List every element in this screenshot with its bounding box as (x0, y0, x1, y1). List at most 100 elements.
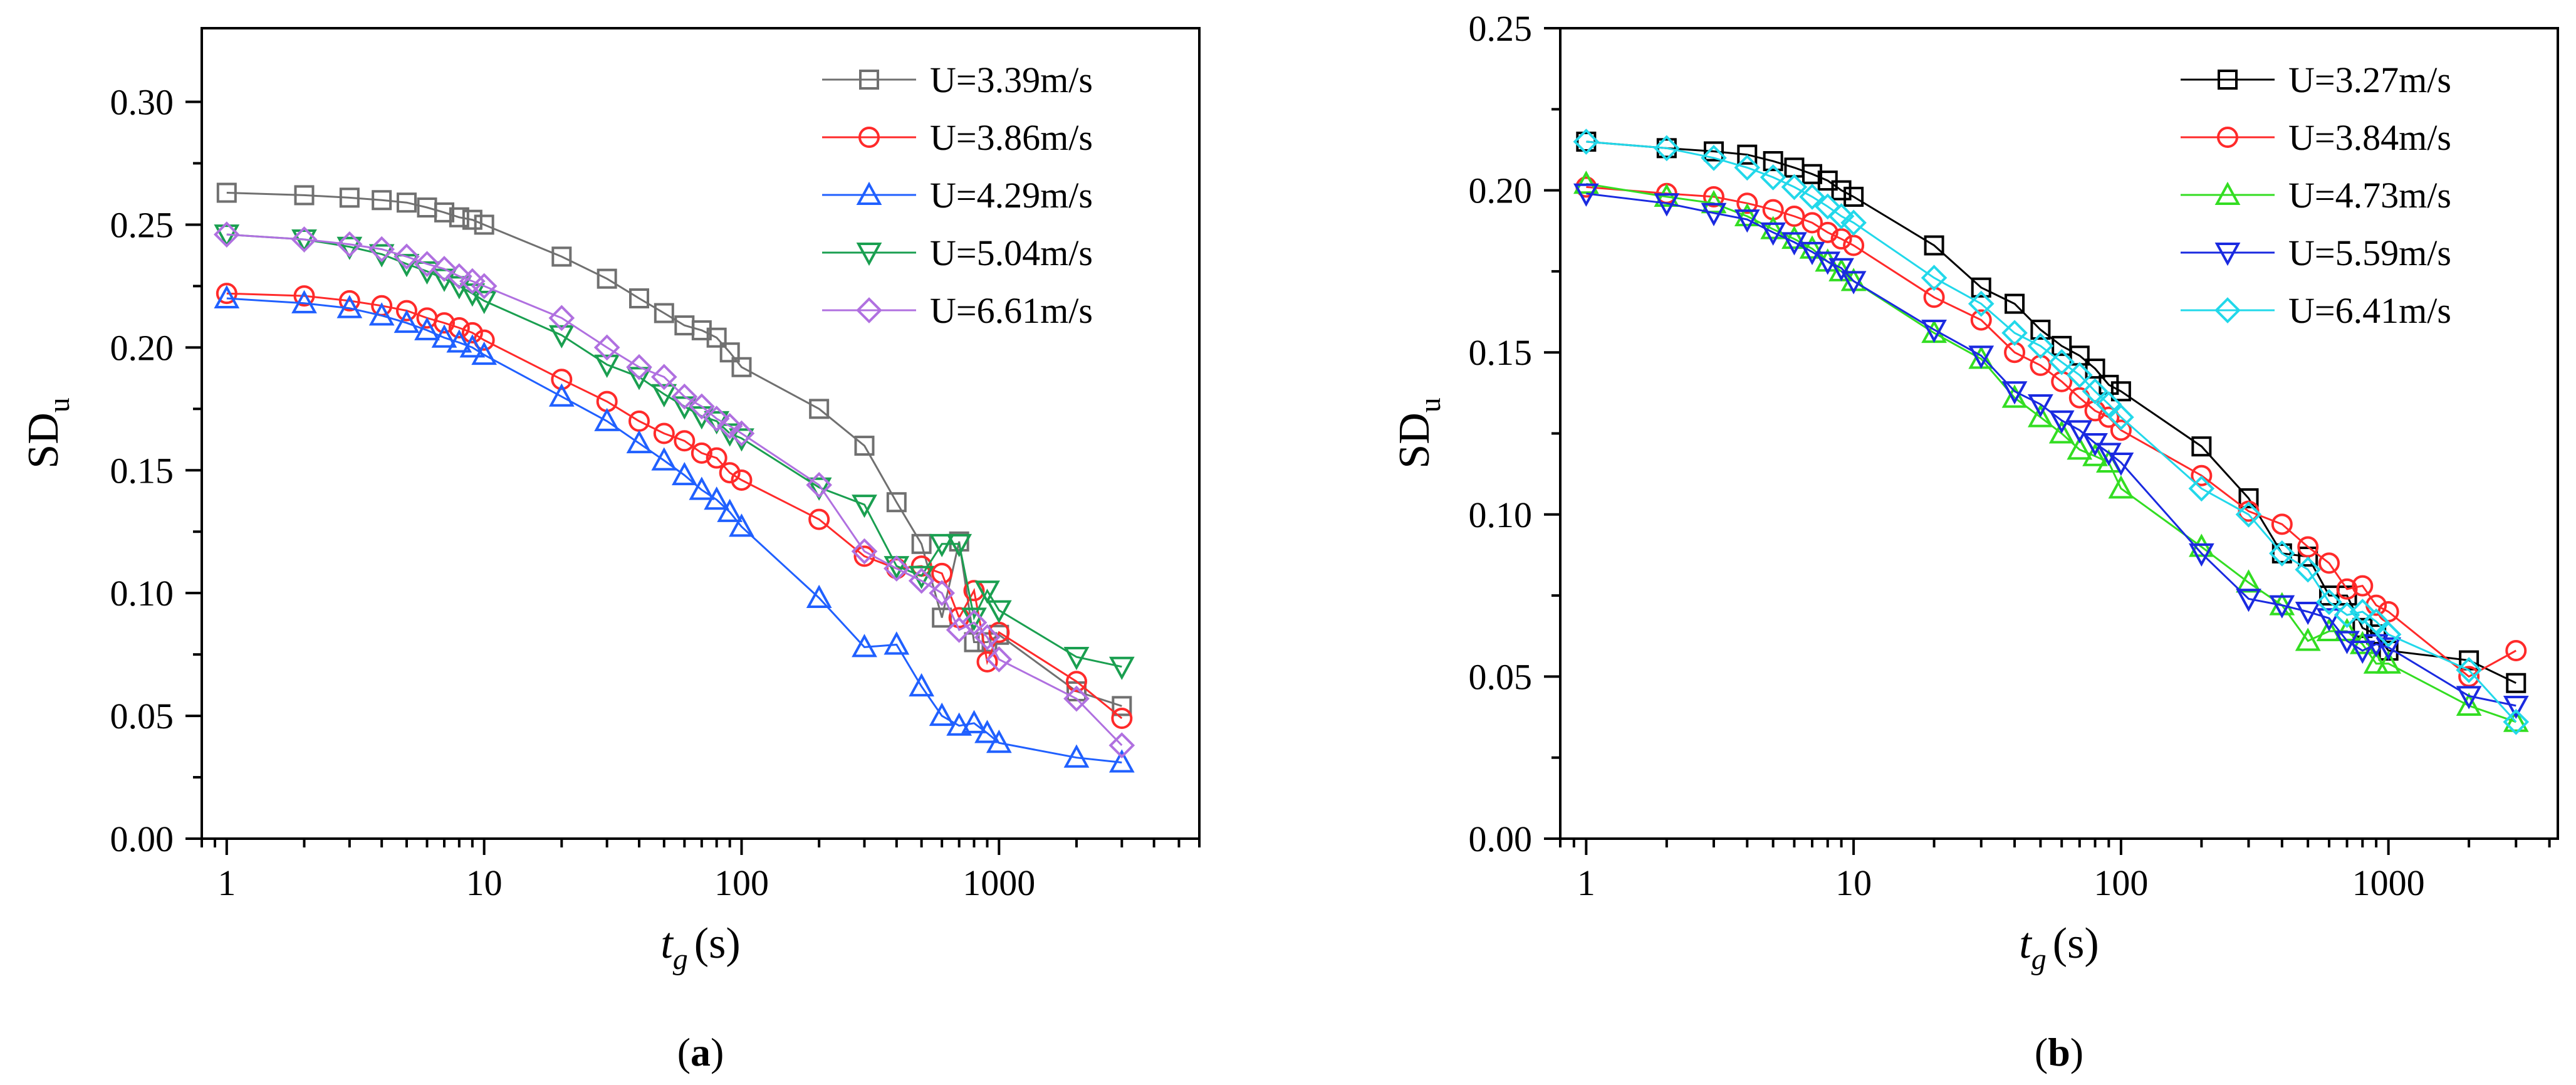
y-tick-label: 0.00 (110, 819, 174, 859)
x-tick-label: 1000 (962, 862, 1035, 903)
data-point (2191, 436, 2212, 457)
x-tick-label: 100 (2094, 862, 2148, 903)
data-point (1654, 193, 1680, 217)
data-point (1734, 202, 1760, 226)
data-point (2095, 391, 2122, 417)
data-point (336, 231, 363, 258)
data-point (1840, 209, 1867, 236)
series-line (1586, 140, 2517, 723)
data-point (671, 461, 697, 486)
data-point (216, 182, 237, 203)
legend-marker (856, 297, 882, 323)
data-point (1653, 135, 1680, 162)
data-point (1760, 164, 1786, 191)
data-point (2191, 464, 2213, 486)
data-point (986, 646, 1013, 673)
data-point (339, 187, 360, 208)
data-point (2236, 589, 2261, 612)
data-point (1828, 258, 1854, 281)
data-point (394, 243, 420, 270)
data-point (434, 312, 456, 334)
data-point (1063, 685, 1090, 712)
series-3 (214, 285, 1135, 773)
data-point (548, 305, 575, 332)
data-point (394, 310, 420, 333)
data-point (2067, 436, 2093, 460)
legend-item: U=3.84m/s (2181, 117, 2451, 158)
data-point (1781, 232, 1807, 256)
legend-marker (2214, 181, 2241, 205)
data-point (2316, 589, 2342, 616)
data-point (986, 600, 1012, 624)
data-point (976, 651, 998, 673)
x-tick-label: 1 (217, 862, 236, 903)
data-point (1701, 145, 1727, 171)
data-point (806, 584, 832, 609)
data-point (653, 422, 675, 444)
data-point (1799, 184, 1825, 210)
x-tick-label: 100 (714, 862, 769, 903)
y-tick-label: 0.25 (1469, 8, 1533, 49)
data-point (548, 383, 575, 407)
data-point (717, 423, 743, 447)
data-point (626, 354, 652, 380)
data-point (2005, 293, 2025, 314)
x-axis-title: tg (s) (2019, 920, 2099, 976)
data-point (459, 283, 486, 307)
data-point (2503, 695, 2529, 720)
data-point (2030, 319, 2051, 340)
data-point (2110, 381, 2131, 402)
legend-item: U=4.29m/s (822, 175, 1093, 216)
data-point (213, 221, 240, 248)
y-tick-label: 0.25 (110, 204, 174, 245)
legend-label: U=3.27m/s (2288, 60, 2451, 100)
series-layer (213, 182, 1135, 773)
data-point (551, 369, 573, 390)
data-point (851, 538, 878, 565)
data-point (448, 317, 470, 339)
legend-item: U=5.04m/s (822, 233, 1093, 273)
data-point (434, 202, 455, 223)
data-point (294, 185, 315, 206)
data-point (1817, 221, 1838, 243)
data-point (2375, 637, 2402, 661)
data-point (883, 555, 910, 582)
legend-item: U=6.41m/s (2181, 290, 2451, 331)
data-point (884, 631, 910, 655)
data-point (886, 492, 907, 513)
data-point (2001, 384, 2028, 408)
data-point (2349, 631, 2375, 654)
data-point (1828, 203, 1855, 229)
data-point (704, 486, 730, 510)
chart-panel-b: 1 10 100 1000 0.00 0.05 0.10 0.15 0.20 0.25 U=3.… (1390, 8, 2559, 1074)
data-point (414, 251, 441, 277)
data-point (446, 263, 472, 290)
data-point (1063, 647, 1090, 671)
data-point (626, 367, 652, 390)
data-point (2363, 650, 2389, 674)
legend-item: U=4.73m/s (2181, 175, 2451, 216)
data-point (396, 192, 417, 213)
data-point (2506, 673, 2526, 693)
data-point (2503, 708, 2530, 735)
data-point (2316, 617, 2342, 641)
data-point (2001, 320, 2028, 346)
data-point (1065, 671, 1087, 693)
data-point (2505, 640, 2527, 662)
data-point (809, 399, 830, 419)
data-point (2188, 475, 2215, 502)
series-2 (216, 283, 1133, 730)
data-point (2295, 556, 2322, 583)
data-point (449, 207, 469, 228)
data-point (946, 712, 973, 736)
y-tick-label: 0.10 (1469, 495, 1533, 535)
data-point (946, 533, 973, 557)
data-point (1703, 186, 1724, 207)
x-tick-label: 1 (1577, 862, 1595, 903)
data-point (691, 442, 712, 464)
data-point (1924, 235, 1944, 256)
data-point (806, 471, 832, 498)
data-point (1112, 696, 1132, 716)
data-point (2110, 419, 2132, 441)
